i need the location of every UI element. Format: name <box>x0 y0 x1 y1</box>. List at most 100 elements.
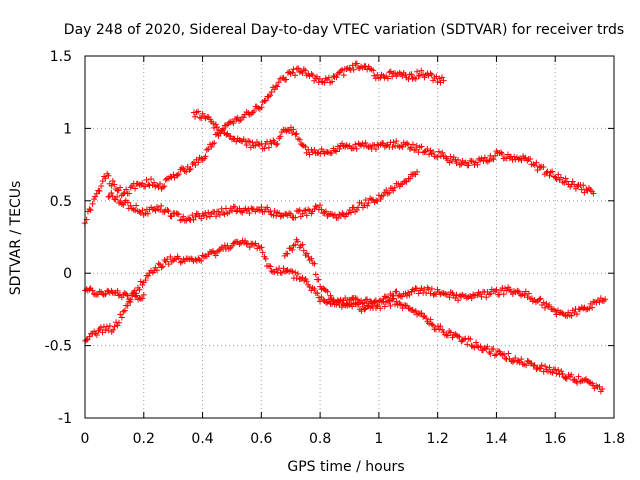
data-point <box>289 69 296 76</box>
data-point <box>240 114 247 121</box>
data-point <box>258 104 265 111</box>
data-point <box>555 366 562 373</box>
data-point <box>89 200 96 207</box>
data-point <box>288 267 295 274</box>
data-point <box>154 267 161 274</box>
y-tick-label: 0 <box>63 266 72 282</box>
data-point <box>417 310 424 317</box>
data-point <box>114 193 121 200</box>
data-point <box>264 204 271 211</box>
data-point <box>273 212 280 219</box>
data-point <box>292 214 299 221</box>
data-point <box>267 263 274 270</box>
data-point <box>575 373 582 380</box>
data-point <box>447 153 454 160</box>
data-point <box>274 140 281 147</box>
data-point <box>205 209 212 216</box>
data-point <box>170 171 177 178</box>
data-point <box>187 166 194 173</box>
data-point <box>299 142 306 149</box>
data-point <box>124 302 131 309</box>
data-point <box>347 209 354 216</box>
data-point <box>440 77 447 84</box>
data-point <box>302 144 309 151</box>
data-point <box>430 149 437 156</box>
data-point <box>562 175 569 182</box>
data-point <box>389 144 396 151</box>
data-point <box>106 322 113 329</box>
data-point <box>236 205 243 212</box>
y-tick-label: 0.5 <box>50 194 72 210</box>
data-point <box>296 69 303 76</box>
data-point <box>390 139 397 146</box>
data-point <box>415 290 422 297</box>
data-point <box>167 253 174 260</box>
data-point <box>399 73 406 80</box>
data-point <box>460 336 467 343</box>
data-point <box>117 198 124 205</box>
data-point <box>277 213 284 220</box>
data-point <box>268 140 275 147</box>
data-point <box>132 185 139 192</box>
y-tick-label: 1 <box>63 121 72 137</box>
x-tick-label: 1.4 <box>485 431 507 447</box>
data-point <box>123 186 130 193</box>
data-point <box>434 153 441 160</box>
data-point <box>161 183 168 190</box>
data-point <box>99 329 106 336</box>
data-point <box>168 213 175 220</box>
data-point <box>158 202 165 209</box>
data-point <box>271 208 278 215</box>
x-tick-label: 1.8 <box>603 431 625 447</box>
data-point <box>109 177 116 184</box>
data-point <box>406 305 413 312</box>
data-point <box>248 205 255 212</box>
data-point <box>544 368 551 375</box>
data-point <box>473 339 480 346</box>
data-point <box>308 70 315 77</box>
data-point <box>311 260 318 267</box>
data-point <box>540 299 547 306</box>
data-point <box>352 295 359 302</box>
data-point <box>143 176 150 183</box>
data-point <box>105 193 112 200</box>
data-point <box>403 140 410 147</box>
data-point <box>464 341 471 348</box>
data-point <box>93 331 100 338</box>
data-point <box>117 184 124 191</box>
data-point <box>391 301 398 308</box>
data-point <box>555 171 562 178</box>
data-point <box>427 316 434 323</box>
data-point <box>369 305 376 312</box>
data-point <box>273 82 280 89</box>
data-point <box>467 336 474 343</box>
data-point <box>558 368 565 375</box>
data-point <box>486 157 493 164</box>
data-point <box>580 182 587 189</box>
data-point <box>420 313 427 320</box>
data-point <box>124 199 131 206</box>
data-point <box>396 300 403 307</box>
data-point <box>597 295 604 302</box>
data-point <box>546 172 553 179</box>
data-point <box>198 257 205 264</box>
data-point <box>230 120 237 127</box>
data-point <box>428 321 435 328</box>
data-point <box>299 241 306 248</box>
data-point <box>259 249 266 256</box>
x-tick-label: 1.2 <box>427 431 449 447</box>
data-point <box>337 68 344 75</box>
data-point <box>424 284 431 291</box>
y-axis-label: SDTVAR / TECUs <box>8 181 24 296</box>
data-point <box>299 274 306 281</box>
data-point <box>211 139 218 146</box>
data-point <box>418 67 425 74</box>
data-point <box>121 289 128 296</box>
chart-title: Day 248 of 2020, Sidereal Day-to-day VTE… <box>64 22 624 38</box>
data-point <box>284 250 291 257</box>
data-point <box>287 210 294 217</box>
data-point <box>446 159 453 166</box>
data-point <box>428 71 435 78</box>
data-point <box>292 131 299 138</box>
data-point <box>387 302 394 309</box>
